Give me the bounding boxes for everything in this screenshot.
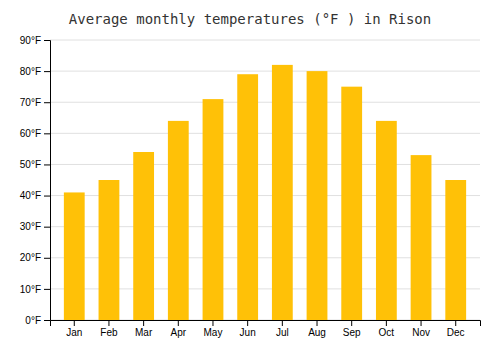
grid (50, 40, 480, 320)
y-tick-mark (44, 196, 50, 197)
x-tick: Mar (135, 320, 153, 338)
x-tick-mark (74, 320, 75, 326)
y-tick-mark (44, 289, 50, 290)
y-tick-label: 50°F (20, 159, 41, 170)
bar (99, 180, 120, 320)
x-tick: Oct (379, 320, 395, 338)
y-axis: 0°F 10°F 20°F 30°F 40°F 50°F 60°F 70°F 80°F 90°F (20, 35, 51, 326)
y-tick-mark (44, 164, 50, 165)
x-tick-mark (317, 320, 318, 326)
y-tick: 80°F (20, 66, 50, 77)
x-tick-label: Apr (171, 327, 187, 338)
bar (307, 71, 328, 320)
bar (237, 74, 258, 320)
bar (64, 192, 85, 320)
bar (411, 155, 432, 320)
x-tick-mark (212, 320, 213, 326)
y-tick-label: 60°F (20, 128, 41, 139)
bar (168, 121, 189, 320)
x-tick-label: Jun (240, 327, 256, 338)
y-axis-line (44, 41, 51, 321)
y-tick: 70°F (20, 97, 50, 108)
y-tick: 20°F (20, 252, 50, 263)
x-tick-mark (247, 320, 248, 326)
x-tick: Jul (276, 320, 289, 338)
y-tick-label: 20°F (20, 252, 41, 263)
x-tick-label: Jul (276, 327, 289, 338)
x-tick: Nov (412, 320, 430, 338)
x-tick-label: Feb (100, 327, 118, 338)
x-tick-mark (282, 320, 283, 326)
y-tick-label: 70°F (20, 97, 41, 108)
bars (64, 65, 466, 320)
grid-line (50, 40, 480, 41)
bar (376, 121, 397, 320)
x-tick-label: Aug (308, 327, 326, 338)
y-tick-mark (44, 320, 50, 321)
chart-container: Average monthly temperatures (°F ) in Ri… (0, 0, 500, 350)
x-axis: Jan Feb Mar Apr May Jun Jul Aug Sep Oct Nov Dec (51, 320, 481, 338)
bar (133, 152, 154, 320)
y-tick-label: 10°F (20, 284, 41, 295)
bar (272, 65, 293, 320)
x-axis-line (51, 321, 481, 327)
x-tick: Apr (171, 320, 187, 338)
y-tick-label: 80°F (20, 66, 41, 77)
y-tick: 10°F (20, 284, 50, 295)
x-tick-label: Nov (412, 327, 430, 338)
x-tick-label: Dec (447, 327, 465, 338)
y-tick: 0°F (25, 315, 50, 326)
x-tick-mark (351, 320, 352, 326)
x-tick-mark (143, 320, 144, 326)
x-tick-mark (421, 320, 422, 326)
y-tick-label: 40°F (20, 190, 41, 201)
x-tick: Feb (100, 320, 118, 338)
chart-svg: Average monthly temperatures (°F ) in Ri… (0, 0, 500, 350)
x-tick-mark (108, 320, 109, 326)
y-tick-mark (44, 71, 50, 72)
x-tick-label: Jan (66, 327, 82, 338)
y-tick-mark (44, 258, 50, 259)
x-tick: May (204, 320, 223, 338)
y-tick-label: 90°F (20, 35, 41, 46)
title: Average monthly temperatures (°F ) in Ri… (69, 11, 431, 27)
x-tick-mark (455, 320, 456, 326)
y-tick-mark (44, 227, 50, 228)
x-tick: Jun (240, 320, 256, 338)
grid-line (50, 71, 480, 72)
x-tick: Jan (66, 320, 82, 338)
y-tick-mark (44, 102, 50, 103)
x-tick: Aug (308, 320, 326, 338)
y-tick: 50°F (20, 159, 50, 170)
y-tick: 60°F (20, 128, 50, 139)
x-tick-label: Sep (343, 327, 361, 338)
plot: 0°F 10°F 20°F 30°F 40°F 50°F 60°F 70°F 80°F 90°F J… (20, 35, 481, 338)
y-tick-mark (44, 40, 50, 41)
y-tick-label: 30°F (20, 221, 41, 232)
bar (203, 99, 224, 320)
x-tick-mark (386, 320, 387, 326)
bar (341, 87, 362, 320)
y-tick-mark (44, 133, 50, 134)
y-tick: 90°F (20, 35, 50, 46)
y-tick: 40°F (20, 190, 50, 201)
y-tick: 30°F (20, 221, 50, 232)
x-tick: Dec (447, 320, 465, 338)
x-tick-label: May (204, 327, 223, 338)
x-tick-label: Mar (135, 327, 153, 338)
grid-line (50, 133, 480, 134)
x-tick-label: Oct (379, 327, 395, 338)
x-tick-mark (178, 320, 179, 326)
bar (445, 180, 466, 320)
grid-line (50, 102, 480, 103)
y-tick-label: 0°F (25, 315, 41, 326)
x-tick: Sep (343, 320, 361, 338)
